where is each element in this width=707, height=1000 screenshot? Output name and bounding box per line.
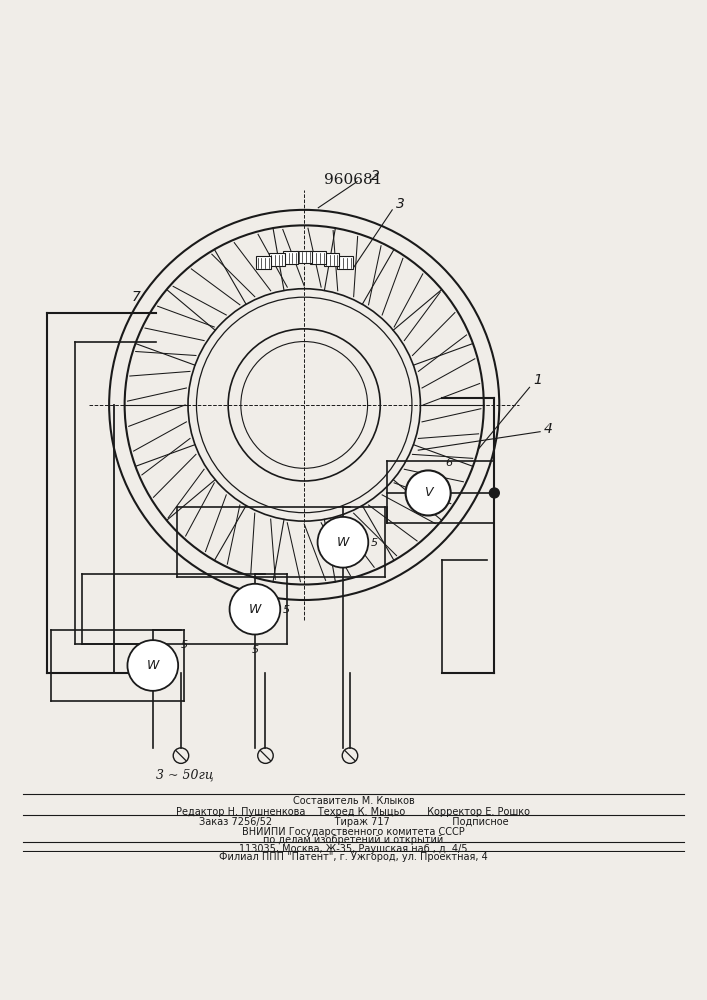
Text: 6: 6 xyxy=(445,458,453,468)
Text: W: W xyxy=(337,536,349,549)
Text: 7: 7 xyxy=(132,290,141,304)
Circle shape xyxy=(127,640,178,691)
Bar xyxy=(296,251,312,263)
Text: W: W xyxy=(146,659,159,672)
Text: 3: 3 xyxy=(396,197,404,211)
Text: 5: 5 xyxy=(371,538,378,548)
Text: 2: 2 xyxy=(371,169,380,183)
Text: ВНИИПИ Государственного комитета СССР: ВНИИПИ Государственного комитета СССР xyxy=(242,827,465,837)
Text: 1: 1 xyxy=(533,373,542,387)
Circle shape xyxy=(489,488,499,498)
Text: 5: 5 xyxy=(283,605,290,615)
Text: 5: 5 xyxy=(252,645,259,655)
Text: Заказ 7256/52                    Тираж 717                    Подписное: Заказ 7256/52 Тираж 717 Подписное xyxy=(199,817,508,827)
Circle shape xyxy=(230,584,280,635)
Bar xyxy=(310,251,326,264)
Text: 3 ~ 50гц: 3 ~ 50гц xyxy=(156,768,214,781)
Text: Филиал ППП "Патент", г. Ужгород, ул. Проектная, 4: Филиал ППП "Патент", г. Ужгород, ул. Про… xyxy=(219,852,488,862)
Text: W: W xyxy=(249,603,261,616)
Bar xyxy=(256,256,271,269)
Text: Редактор Н. Пушненкова    Техред К. Мыцьо       Корректор Е. Рошко: Редактор Н. Пушненкова Техред К. Мыцьо К… xyxy=(177,807,530,817)
Bar xyxy=(337,256,353,269)
Circle shape xyxy=(406,470,450,515)
Bar xyxy=(283,251,298,264)
Text: 113035, Москва, Ж-35, Раушская наб., д. 4/5: 113035, Москва, Ж-35, Раушская наб., д. … xyxy=(239,844,468,854)
Text: 960681: 960681 xyxy=(325,173,382,187)
Text: V: V xyxy=(424,486,433,499)
Text: 4: 4 xyxy=(544,422,552,436)
Bar xyxy=(324,253,339,266)
Circle shape xyxy=(317,517,368,568)
Text: Составитель М. Клыков: Составитель М. Клыков xyxy=(293,796,414,806)
Text: 5: 5 xyxy=(181,640,188,650)
Bar xyxy=(269,253,284,266)
Text: по делам изобретений и открытий: по делам изобретений и открытий xyxy=(264,835,443,845)
